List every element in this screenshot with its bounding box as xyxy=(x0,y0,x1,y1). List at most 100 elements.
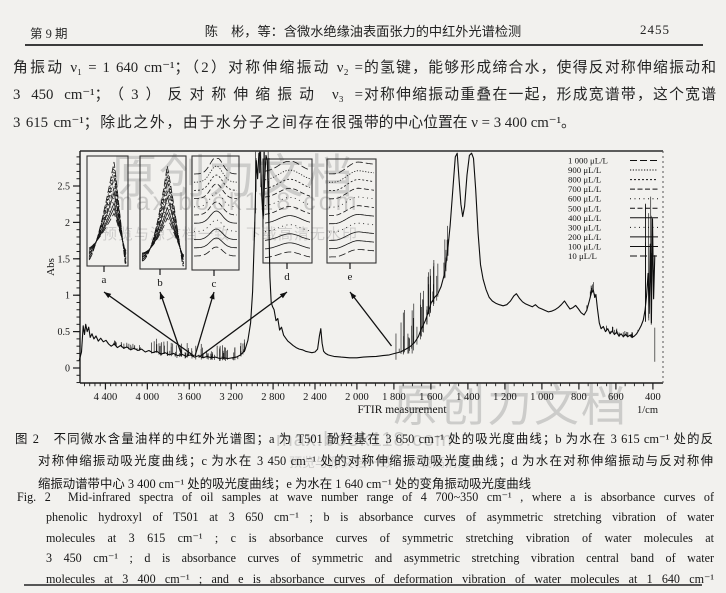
caption-line: 3 450 cm⁻¹ ; d is absorbance curves of s… xyxy=(46,551,714,566)
inset-curve xyxy=(264,224,311,233)
annotation-arrow-d xyxy=(198,291,288,358)
arrow-line xyxy=(159,291,183,356)
watermark-site-top: max.book118.com xyxy=(112,188,360,216)
y-tick-label: 1 xyxy=(65,291,70,302)
arrow-head xyxy=(104,292,112,299)
caption-line: molecules at 3 400 cm⁻¹ ; and e is absor… xyxy=(46,571,714,586)
annotation-arrow-b xyxy=(159,291,183,356)
inset-curve xyxy=(88,177,127,263)
inset-curve xyxy=(88,212,127,251)
inset-curve xyxy=(194,165,237,183)
inset-curve xyxy=(264,197,311,207)
x-tick-label: 4 400 xyxy=(94,392,118,403)
x-tick-label: 2 400 xyxy=(303,392,327,403)
legend-label: 900 μL/L xyxy=(568,165,601,175)
x-tick-label: 4 000 xyxy=(136,392,160,403)
y-tick-label: 0 xyxy=(65,364,70,375)
x-tick-label: 2 800 xyxy=(261,392,285,403)
inset-curve xyxy=(194,246,238,257)
figure-caption-english: Fig. 2 Mid-infrared spectra of oil sampl… xyxy=(17,487,714,589)
legend-label: 400 μL/L xyxy=(568,213,601,223)
arrow-line xyxy=(194,291,215,357)
caption-line: Fig. 2 Mid-infrared spectra of oil sampl… xyxy=(17,490,714,504)
x-tick-label: 2 000 xyxy=(345,392,369,403)
inset-curve xyxy=(329,231,374,241)
arrow-head xyxy=(209,292,215,300)
inset-a: a xyxy=(86,155,129,286)
inset-curve xyxy=(264,233,311,241)
legend-label: 500 μL/L xyxy=(568,203,601,213)
inset-curve xyxy=(329,249,375,258)
inset-box xyxy=(262,158,313,264)
inset-curve xyxy=(194,237,238,249)
x-tick-label: 1 200 xyxy=(493,392,517,403)
inset-c: c xyxy=(191,155,240,290)
caption-line: 缩振动谱带中心 3 400 cm⁻¹ 处的吸光度曲线；e 为水在 1 640 c… xyxy=(38,476,532,491)
body-text-line: 对称伸缩振动重叠在一起，形成宽谱带，这个宽谱 xyxy=(364,87,716,104)
inset-curve xyxy=(328,213,375,225)
inset-curve xyxy=(194,192,238,208)
inset-curve xyxy=(264,251,311,258)
inset-label: e xyxy=(348,271,353,283)
footer-rule xyxy=(24,584,702,586)
y-axis-title: Abs xyxy=(45,258,57,276)
inset-box xyxy=(86,155,129,267)
inset-curve xyxy=(328,222,375,233)
y-tick-label: 1.5 xyxy=(58,254,71,265)
inset-d: d xyxy=(262,158,313,283)
caption-line: phenolic hydroxyl of T501 at 3 650 cm⁻¹ … xyxy=(46,510,714,525)
y-tick-label: 2 xyxy=(65,218,70,229)
inset-curve xyxy=(328,196,375,208)
watermark-site-caption: max.book118.com xyxy=(276,429,453,451)
caption-line: 图 2 不同微水含量油样的中红外光谱图；a 为 T501 酚羟基在 3 650 … xyxy=(15,432,713,446)
inset-curve xyxy=(264,169,311,181)
x-tick-label: 600 xyxy=(608,392,624,403)
x-tick-label: 3 200 xyxy=(219,392,243,403)
watermark-notice-caption: 预览与源文档一致 下载高清无水印 xyxy=(289,455,498,470)
arrow-head xyxy=(350,292,357,300)
body-text-line: 的氢键，能够形成缔合水，使得反对称伸缩振动和 xyxy=(364,60,716,76)
body-text-line: 角振动 ν₁ = 1 640 cm⁻¹；（2）对称伸缩振动 ν₂ = xyxy=(13,60,363,76)
header-rule xyxy=(25,44,703,46)
inset-curve xyxy=(328,205,375,216)
body-text-line: 3 615 cm⁻¹；除此之外，由于水分子之间存在很强 xyxy=(13,114,363,131)
caption-line: 对称伸缩振动吸光度曲线；c 为水在 3 450 cm⁻¹ 处的对称伸缩振动吸光度… xyxy=(38,454,713,469)
inset-label: b xyxy=(157,277,163,289)
x-tick-label: 1 400 xyxy=(456,392,480,403)
inset-curve xyxy=(264,242,311,250)
annotation-arrow-a xyxy=(103,291,195,357)
inset-curve xyxy=(194,210,238,224)
arrow-head xyxy=(159,292,165,300)
watermark-brand-bottom: 原创力文档 xyxy=(393,380,629,431)
inset-curve xyxy=(329,161,375,175)
legend-label: 600 μL/L xyxy=(568,194,601,204)
inset-curve xyxy=(328,187,375,200)
x-axis-title: FTIR measurement xyxy=(357,404,447,416)
journal-issue: 第 9 期 xyxy=(30,27,68,41)
legend-label: 300 μL/L xyxy=(568,222,601,232)
inset-b: b xyxy=(139,155,187,289)
inset-curve xyxy=(141,217,184,256)
inset-curve xyxy=(141,211,184,257)
arrow-line xyxy=(349,291,393,347)
inset-label: c xyxy=(212,278,217,290)
annotation-arrow-c xyxy=(194,291,215,357)
inset-curve xyxy=(194,201,238,216)
inset-curve xyxy=(194,174,238,191)
legend-label: 10 μL/L xyxy=(568,251,597,261)
page-number: 2455 xyxy=(640,22,670,37)
running-title: 陈 彬，等：含微水绝缘油表面张力的中红外光谱检测 xyxy=(204,24,522,39)
inset-curve xyxy=(194,228,238,240)
x-tick-label: 1 800 xyxy=(382,392,406,403)
inset-curve xyxy=(264,187,311,198)
spectrum-noise xyxy=(113,151,656,362)
arrow-line xyxy=(198,291,288,358)
inset-box xyxy=(191,155,240,271)
y-tick-label: 2.5 xyxy=(58,182,71,193)
figure-caption-chinese: 图 2 不同微水含量油样的中红外光谱图；a 为 T501 酚羟基在 3 650 … xyxy=(15,428,713,495)
inset-curve xyxy=(264,178,311,189)
x-tick-label: 1 600 xyxy=(419,392,443,403)
body-paragraph-right: 的氢键，能够形成缔合水，使得反对称伸缩振动和 对称伸缩振动重叠在一起，形成宽谱带，… xyxy=(364,55,716,137)
inset-label: a xyxy=(102,274,107,286)
